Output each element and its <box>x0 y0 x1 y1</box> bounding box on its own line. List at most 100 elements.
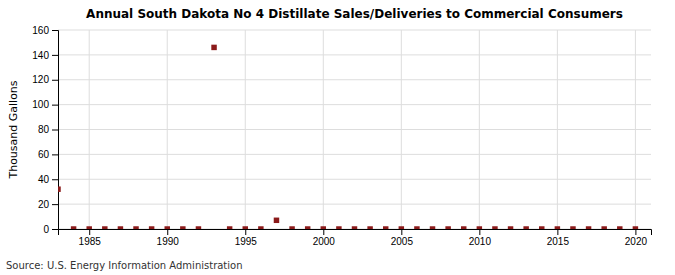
tick-label: 2010 <box>469 236 492 247</box>
y-axis: 0 20 40 60 80 100 120 140 160 <box>32 25 58 235</box>
point <box>555 226 560 229</box>
point <box>477 226 482 229</box>
point <box>617 226 622 229</box>
point <box>305 226 310 229</box>
tick-label: 2015 <box>547 236 570 247</box>
tick-mark <box>52 154 58 155</box>
point <box>180 226 185 229</box>
tick: 20 <box>38 199 58 210</box>
point <box>274 218 279 223</box>
tick: 2010 <box>469 229 492 247</box>
tick: 2005 <box>391 229 414 247</box>
tick-mark <box>52 204 58 205</box>
grid-line-y <box>58 129 651 130</box>
tick: 1995 <box>235 229 258 247</box>
tick: 60 <box>38 149 58 160</box>
point <box>633 226 638 229</box>
point <box>164 226 169 229</box>
tick: 2020 <box>625 229 648 247</box>
point <box>289 226 294 229</box>
tick: 140 <box>32 50 58 61</box>
tick-mark <box>52 55 58 56</box>
tick-mark <box>635 229 636 235</box>
tick-mark <box>245 229 246 235</box>
plot-area: 1985 1990 1995 2000 2005 2010 2015 2020 0 20 40 60 8… <box>32 25 651 247</box>
tick-label: 0 <box>43 224 49 235</box>
point <box>445 226 450 229</box>
tick-label: 2000 <box>313 236 336 247</box>
tick-label: 1990 <box>157 236 180 247</box>
tick: 1985 <box>79 229 102 247</box>
tick-mark <box>52 80 58 81</box>
point <box>58 186 61 191</box>
tick-label: 120 <box>32 74 49 85</box>
tick-label: 20 <box>38 199 50 210</box>
point <box>430 226 435 229</box>
point <box>523 226 528 229</box>
tick-label: 2020 <box>625 236 648 247</box>
y-axis-label: Thousand Gallons <box>7 80 20 179</box>
tick: 1990 <box>157 229 180 247</box>
point <box>367 226 372 229</box>
point <box>258 226 263 229</box>
tick-label: 140 <box>32 50 49 61</box>
grid-line-y <box>58 104 651 105</box>
tick-label: 1995 <box>235 236 258 247</box>
title: Annual South Dakota No 4 Distillate Sale… <box>86 7 623 21</box>
grid <box>58 30 651 229</box>
tick: 0 <box>43 224 58 235</box>
point <box>383 226 388 229</box>
point <box>149 226 154 229</box>
point <box>71 226 76 229</box>
tick: 40 <box>38 174 58 185</box>
point <box>508 226 513 229</box>
tick: 100 <box>32 99 58 110</box>
tick-mark <box>52 179 58 180</box>
point <box>211 45 216 50</box>
point <box>570 226 575 229</box>
tick-mark <box>52 229 58 230</box>
tick-mark <box>167 229 168 235</box>
tick-mark <box>52 130 58 131</box>
point <box>586 226 591 229</box>
tick-mark <box>479 229 480 235</box>
grid-line-y <box>58 30 651 31</box>
point <box>601 226 606 229</box>
point <box>336 226 341 229</box>
tick: 120 <box>32 74 58 85</box>
grid-line-y <box>58 154 651 155</box>
tick-mark <box>323 229 324 235</box>
point <box>492 226 497 229</box>
x-axis: 1985 1990 1995 2000 2005 2010 2015 2020 <box>59 229 652 247</box>
point <box>399 226 404 229</box>
point <box>227 226 232 229</box>
tick-mark <box>52 30 58 31</box>
grid-line-y <box>58 179 651 180</box>
chart: 1985 1990 1995 2000 2005 2010 2015 2020 0 20 40 60 8… <box>0 0 675 275</box>
axis-line <box>59 230 652 236</box>
tick-mark <box>89 229 90 235</box>
point <box>118 226 123 229</box>
tick-mark <box>52 105 58 106</box>
axis-line <box>52 31 59 230</box>
points <box>58 45 638 229</box>
point <box>352 226 357 229</box>
point <box>133 226 138 229</box>
tick: 2000 <box>313 229 336 247</box>
tick-label: 80 <box>38 124 50 135</box>
tick-mark <box>401 229 402 235</box>
point <box>102 226 107 229</box>
tick-label: 60 <box>38 149 50 160</box>
annotation: Source: U.S. Energy Information Administ… <box>6 260 243 271</box>
point <box>86 226 91 229</box>
tick-label: 2005 <box>391 236 414 247</box>
grid-line-y <box>58 54 651 55</box>
point <box>414 226 419 229</box>
tick-label: 100 <box>32 99 49 110</box>
tick-label: 160 <box>32 25 49 36</box>
grid-line-y <box>58 79 651 80</box>
tick-label: 40 <box>38 174 50 185</box>
tick: 2015 <box>547 229 570 247</box>
point <box>461 226 466 229</box>
point <box>539 226 544 229</box>
